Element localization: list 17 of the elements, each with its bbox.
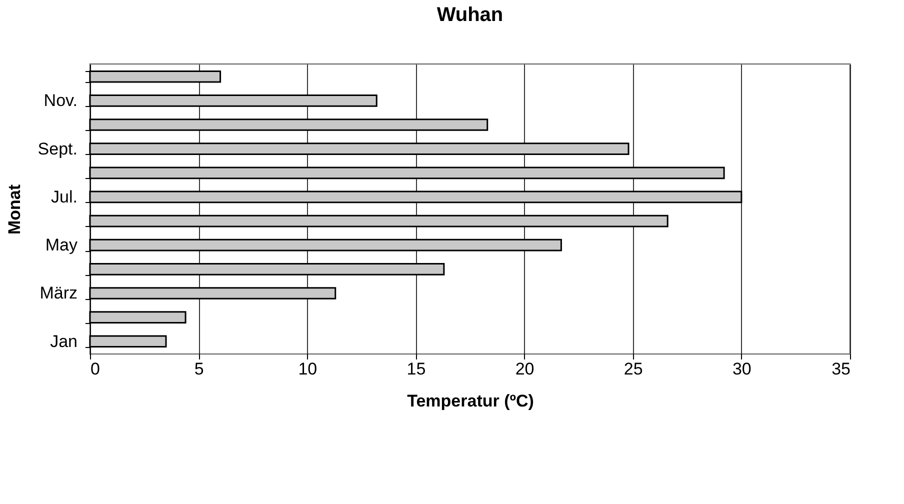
y-tick-label: Jul. (51, 187, 78, 206)
y-tick-label: May (45, 236, 78, 255)
x-tick-label: 15 (406, 360, 426, 378)
y-tick-label: März (40, 284, 78, 303)
y-tick-label: Sept. (38, 139, 78, 158)
chart-title: Wuhan (436, 4, 504, 26)
x-axis-title: Temperatur (ºC) (407, 392, 534, 410)
x-tick-label: 20 (515, 360, 534, 378)
y-tick-label: Jan (50, 332, 78, 351)
x-tick-label: 5 (194, 360, 204, 378)
x-tick-label: 35 (832, 360, 850, 378)
x-tick-label: 0 (90, 360, 100, 378)
y-tick-label: Nov. (44, 91, 78, 110)
x-tick-label: 25 (624, 360, 643, 378)
x-tick-label: 10 (298, 360, 318, 378)
x-tick-label: 30 (732, 360, 752, 378)
y-axis-title: Monat (4, 184, 24, 235)
